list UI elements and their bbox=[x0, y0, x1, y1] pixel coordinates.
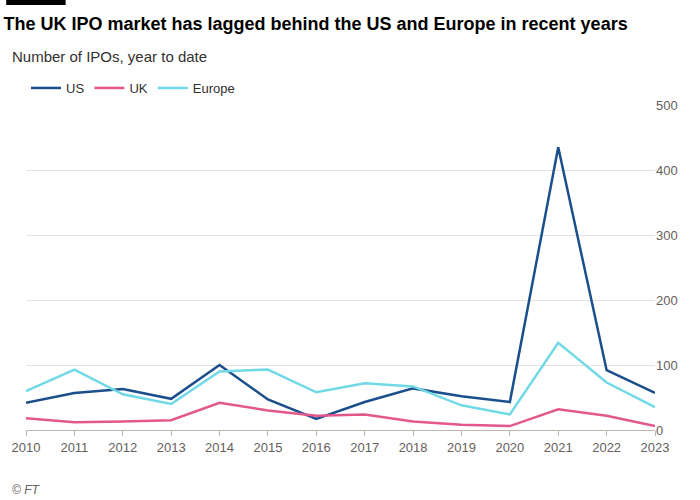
svg-text:Europe: Europe bbox=[193, 81, 235, 96]
svg-text:2015: 2015 bbox=[253, 440, 282, 455]
svg-text:© FT: © FT bbox=[12, 483, 41, 497]
svg-text:UK: UK bbox=[129, 81, 147, 96]
svg-text:400: 400 bbox=[656, 163, 678, 178]
svg-text:500: 500 bbox=[656, 98, 678, 113]
svg-text:2017: 2017 bbox=[350, 440, 379, 455]
svg-text:2019: 2019 bbox=[447, 440, 476, 455]
svg-text:Number of IPOs, year to date: Number of IPOs, year to date bbox=[12, 48, 207, 65]
svg-text:2010: 2010 bbox=[12, 440, 41, 455]
svg-text:2022: 2022 bbox=[592, 440, 621, 455]
svg-text:2023: 2023 bbox=[641, 440, 670, 455]
svg-text:2013: 2013 bbox=[157, 440, 186, 455]
svg-text:300: 300 bbox=[656, 228, 678, 243]
svg-text:The UK IPO market has lagged b: The UK IPO market has lagged behind the … bbox=[4, 14, 628, 34]
svg-text:2018: 2018 bbox=[399, 440, 428, 455]
svg-text:2014: 2014 bbox=[205, 440, 234, 455]
svg-text:0: 0 bbox=[656, 423, 663, 438]
svg-text:2021: 2021 bbox=[544, 440, 573, 455]
svg-text:US: US bbox=[66, 81, 84, 96]
svg-text:100: 100 bbox=[656, 358, 678, 373]
svg-text:2011: 2011 bbox=[60, 440, 88, 455]
svg-text:200: 200 bbox=[656, 293, 678, 308]
svg-text:2012: 2012 bbox=[108, 440, 137, 455]
svg-text:2016: 2016 bbox=[302, 440, 331, 455]
svg-text:2020: 2020 bbox=[495, 440, 524, 455]
